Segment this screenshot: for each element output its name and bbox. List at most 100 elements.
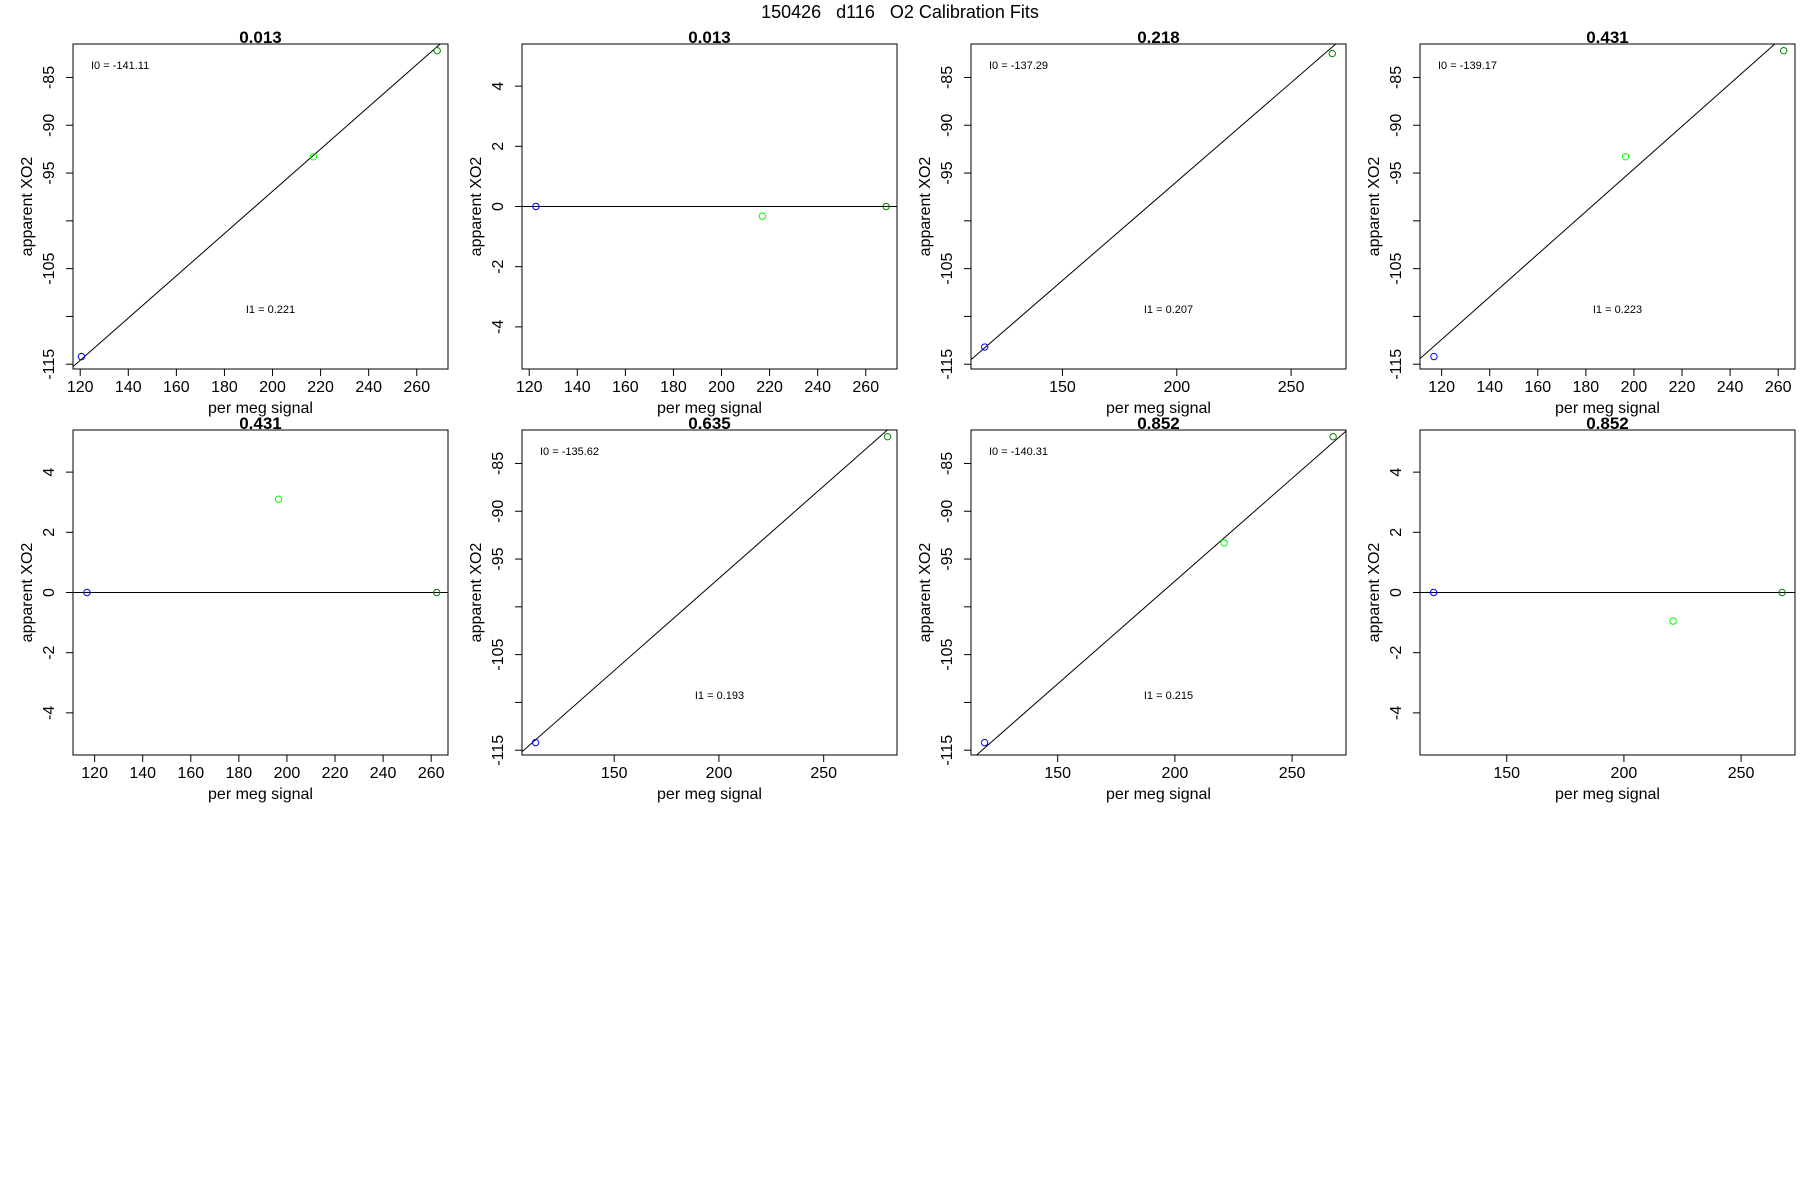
y-tick-label: -95	[41, 161, 58, 184]
y-tick-label: 0	[1388, 588, 1405, 597]
x-tick-label: 220	[756, 379, 783, 396]
data-point	[883, 432, 892, 441]
fit-line	[971, 44, 1337, 361]
y-tick-label: -4	[1388, 706, 1405, 720]
x-tick-label: 150	[1049, 379, 1076, 396]
y-tick-label: -90	[490, 500, 507, 523]
data-point	[1220, 539, 1228, 547]
data-point	[77, 352, 86, 361]
panel-4: 0.431 120 140 160 180 200 220 240 260 per meg sig…	[1366, 28, 1796, 417]
y-tick-label: 2	[41, 528, 58, 537]
data-point	[1429, 588, 1438, 597]
y-tick-label: -95	[1388, 161, 1405, 184]
data-point	[758, 212, 767, 220]
y-tick-label: -105	[1388, 253, 1405, 285]
x-tick-label: 200	[708, 379, 735, 396]
data-point	[532, 202, 540, 211]
x-tick-label: 140	[1476, 379, 1503, 396]
data-point	[433, 588, 441, 597]
panel-1: 0.013 120 140 160 180 200 220 240 260 per meg sig…	[19, 28, 449, 417]
y-tick-label: -85	[939, 452, 956, 475]
figure-title: 150426 d116 O2 Calibration Fits	[761, 2, 1039, 22]
x-tick-label: 160	[177, 765, 204, 782]
x-tick-label: 200	[706, 765, 733, 782]
slope-annotation: I1 = 0.215	[1144, 690, 1193, 702]
y-axis-label: apparent XO2	[1366, 157, 1383, 257]
x-tick-label: 200	[274, 765, 301, 782]
data-point	[1669, 617, 1677, 625]
x-tick-label: 120	[81, 765, 108, 782]
panel-title: 0.635	[688, 414, 731, 433]
y-axis-label: apparent XO2	[1366, 543, 1383, 643]
x-tick-label: 250	[1728, 765, 1755, 782]
fit-line	[73, 44, 441, 368]
x-tick-label: 200	[259, 379, 286, 396]
x-tick-label: 240	[1717, 379, 1744, 396]
panel-title: 0.431	[239, 414, 282, 433]
panel-3: 0.218 150 200 250 per meg signal -85 -90 -95 -10…	[917, 28, 1347, 417]
fit-line	[975, 430, 1346, 755]
y-tick-label: 4	[490, 82, 507, 91]
x-tick-label: 220	[322, 765, 349, 782]
x-tick-label: 240	[370, 765, 397, 782]
data-point	[274, 495, 283, 503]
y-tick-label: 4	[41, 468, 58, 477]
slope-annotation: I1 = 0.207	[1144, 304, 1193, 316]
panel-title: 0.218	[1137, 28, 1180, 47]
x-tick-label: 120	[516, 379, 543, 396]
intercept-annotation: I0 = -137.29	[989, 60, 1048, 72]
x-tick-label: 180	[226, 765, 253, 782]
y-tick-label: 2	[1388, 528, 1405, 537]
x-tick-label: 250	[1278, 379, 1305, 396]
y-axis-label: apparent XO2	[468, 543, 485, 643]
x-tick-label: 160	[1524, 379, 1551, 396]
x-tick-label: 200	[1163, 379, 1190, 396]
y-tick-label: -115	[939, 349, 956, 380]
slope-annotation: I1 = 0.221	[246, 304, 295, 316]
data-point	[309, 153, 318, 161]
y-tick-label: -90	[1388, 114, 1405, 137]
x-axis-label: per meg signal	[1106, 786, 1211, 803]
y-tick-label: -2	[41, 645, 58, 659]
y-tick-label: -4	[490, 320, 507, 334]
x-axis-label: per meg signal	[657, 786, 762, 803]
intercept-annotation: I0 = -141.11	[91, 60, 149, 72]
y-tick-label: -85	[939, 66, 956, 89]
x-tick-label: 250	[810, 765, 837, 782]
y-tick-label: -90	[939, 500, 956, 523]
x-tick-label: 260	[852, 379, 879, 396]
x-axis-label: per meg signal	[657, 400, 762, 417]
x-axis-label: per meg signal	[208, 400, 313, 417]
y-tick-label: -85	[490, 452, 507, 475]
plot-frame	[521, 429, 898, 756]
intercept-annotation: I0 = -140.31	[989, 446, 1048, 458]
x-tick-label: 200	[1621, 379, 1648, 396]
x-tick-label: 240	[355, 379, 382, 396]
panel-title: 0.013	[688, 28, 731, 47]
data-point	[980, 738, 989, 747]
slope-annotation: I1 = 0.193	[695, 690, 744, 702]
x-tick-label: 140	[564, 379, 591, 396]
slope-annotation: I1 = 0.223	[1593, 304, 1642, 316]
data-point	[83, 588, 91, 597]
data-point	[1328, 49, 1336, 58]
y-tick-label: -95	[939, 547, 956, 570]
panel-title: 0.852	[1137, 414, 1180, 433]
x-tick-label: 250	[1279, 765, 1306, 782]
y-tick-label: 0	[490, 202, 507, 211]
y-tick-label: -115	[939, 735, 956, 766]
x-tick-label: 120	[67, 379, 94, 396]
y-tick-label: -105	[939, 253, 956, 285]
x-tick-label: 220	[307, 379, 334, 396]
x-tick-label: 180	[660, 379, 687, 396]
y-tick-label: -90	[41, 114, 58, 137]
x-tick-label: 120	[1428, 379, 1455, 396]
x-tick-label: 200	[1162, 765, 1189, 782]
x-tick-label: 140	[129, 765, 156, 782]
plot-frame	[970, 429, 1347, 756]
y-tick-label: -105	[939, 639, 956, 671]
x-axis-label: per meg signal	[1555, 786, 1660, 803]
y-tick-label: -95	[490, 547, 507, 570]
y-tick-label: -85	[1388, 66, 1405, 89]
